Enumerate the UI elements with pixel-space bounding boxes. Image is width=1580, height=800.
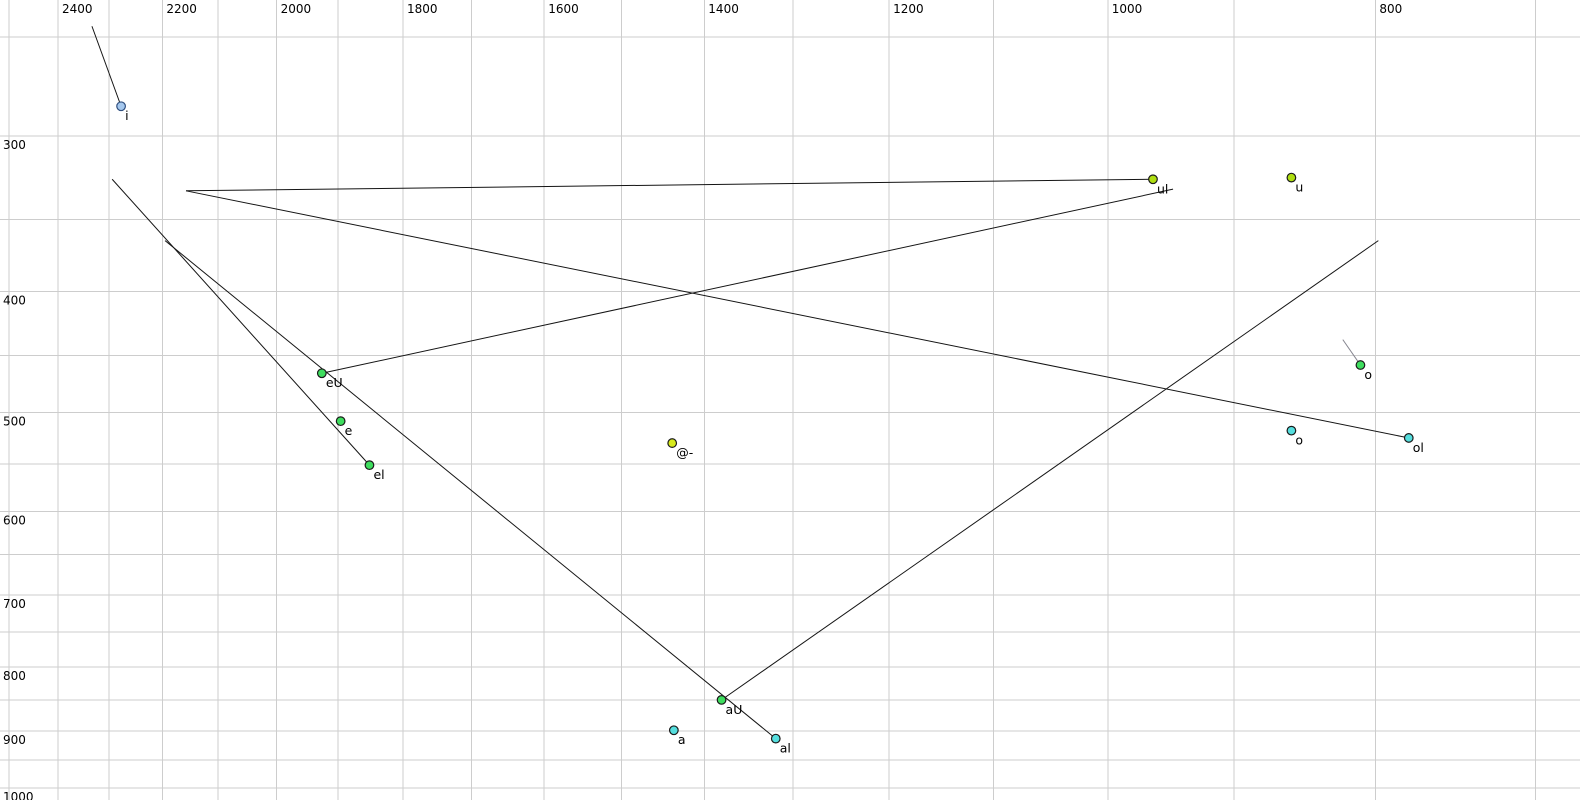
x-axis-tick-label-1000: 1000 — [1112, 2, 1143, 16]
vowel-label-eU: eU — [326, 375, 343, 390]
x-axis-tick-label-1600: 1600 — [548, 2, 579, 16]
vowel-points — [116, 101, 1414, 744]
vowel-label-el: el — [373, 467, 384, 482]
x-axis-tick-label-1200: 1200 — [893, 2, 924, 16]
x-axis-tick-labels: 2400 2200 2000 1800 1600 1400 1200 1000 800 — [62, 2, 1402, 16]
vowel-point-labels: i ul u eU e el @- o o ol aU a al — [125, 108, 1424, 755]
trajectory-al — [164, 240, 777, 739]
vowel-point-schwa — [667, 438, 678, 448]
vowel-point-a — [668, 725, 679, 736]
y-axis-tick-label-500: 500 — [3, 415, 26, 429]
y-axis-tick-label-800: 800 — [3, 669, 26, 683]
vowel-label-ul: ul — [1157, 181, 1168, 196]
vowel-label-a: a — [678, 732, 686, 747]
x-axis-tick-label-2200: 2200 — [166, 2, 197, 16]
x-axis-tick-label-1400: 1400 — [708, 2, 739, 16]
y-axis-tick-label-600: 600 — [3, 513, 26, 527]
vowel-label-o-grey: o — [1364, 367, 1372, 382]
y-axis-tick-label-900: 900 — [3, 733, 26, 747]
vowel-point-al — [770, 733, 781, 744]
vowel-label-aU: aU — [726, 702, 743, 717]
vowel-point-e — [335, 416, 346, 427]
trajectory-aU — [721, 240, 1379, 701]
vowel-point-ul — [1148, 174, 1158, 185]
vowel-point-o — [1286, 425, 1297, 436]
trajectory-ul — [185, 178, 1153, 192]
vowel-point-o-grey — [1355, 360, 1366, 370]
trajectory-el — [111, 178, 370, 466]
vowel-label-e: e — [345, 423, 353, 438]
vowel-label-u: u — [1295, 180, 1303, 195]
vowel-label-schwa: @- — [676, 445, 693, 460]
vowel-point-el — [364, 460, 375, 471]
x-axis-tick-label-2000: 2000 — [281, 2, 312, 16]
vowel-point-aU — [716, 694, 727, 705]
vowel-point-i — [116, 101, 126, 112]
vowel-label-o: o — [1295, 433, 1303, 448]
y-axis-tick-label-700: 700 — [3, 597, 26, 611]
trajectory-o-grey — [1342, 339, 1361, 366]
y-axis-tick-label-400: 400 — [3, 294, 26, 308]
vowel-label-al: al — [780, 741, 791, 756]
vowel-label-i: i — [125, 108, 128, 123]
x-axis-tick-label-1800: 1800 — [407, 2, 438, 16]
y-axis-tick-labels: 300 400 500 600 700 800 900 1000 — [3, 138, 34, 800]
trajectory-eU — [321, 188, 1174, 374]
trajectory-lines — [91, 26, 1409, 739]
trajectory-i — [91, 26, 122, 107]
vowel-label-ol: ol — [1413, 440, 1424, 455]
trajectory-ol — [185, 190, 1409, 439]
y-axis-tick-label-1000: 1000 — [3, 790, 34, 800]
y-axis-tick-label-300: 300 — [3, 138, 26, 152]
vowel-point-ol — [1403, 433, 1414, 443]
vowel-point-u — [1286, 172, 1297, 183]
vowel-point-eU — [316, 368, 327, 379]
x-axis-tick-label-2400: 2400 — [62, 2, 93, 16]
x-axis-tick-label-800: 800 — [1379, 2, 1402, 16]
